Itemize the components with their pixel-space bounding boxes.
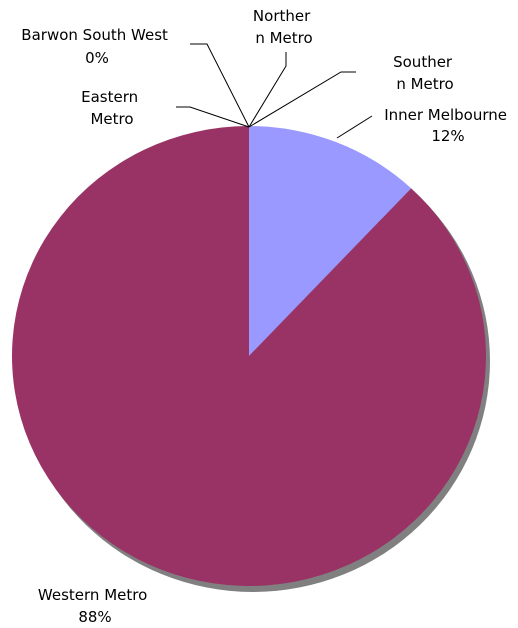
pie-slice-inner-melbourne bbox=[249, 126, 412, 356]
leader-line-eastern-metro bbox=[176, 106, 250, 128]
label-southern-metro-line-2: n Metro bbox=[396, 75, 453, 93]
pie-slice-western-metro bbox=[11, 126, 486, 586]
label-eastern-metro: Eastern Metro bbox=[81, 88, 143, 128]
label-northern-metro-line-2: n Metro bbox=[255, 29, 312, 47]
label-western-metro-line-2: 88% bbox=[78, 608, 111, 626]
label-inner-melbourne-line-2: 12% bbox=[431, 127, 464, 145]
pie-slices bbox=[11, 126, 486, 586]
label-southern-metro: Souther n Metro bbox=[393, 53, 457, 93]
label-barwon-south-west: Barwon South West 0% bbox=[21, 26, 172, 67]
label-eastern-metro-line-2: Metro bbox=[90, 110, 133, 128]
label-northern-metro-line-1: Norther bbox=[253, 7, 311, 25]
label-northern-metro: Norther n Metro bbox=[253, 7, 315, 47]
label-inner-melbourne-line-1: Inner Melbourne bbox=[384, 106, 507, 124]
label-western-metro-line-1: Western Metro bbox=[38, 586, 147, 604]
label-barwon-south-west-line-2: 0% bbox=[85, 49, 109, 67]
label-barwon-south-west-line-1: Barwon South West bbox=[21, 26, 168, 44]
label-inner-melbourne: Inner Melbourne 12% bbox=[384, 106, 512, 145]
leader-lines bbox=[176, 43, 373, 139]
leader-line-southern-metro bbox=[248, 71, 356, 128]
label-western-metro: Western Metro 88% bbox=[38, 586, 152, 626]
leader-line-barwon-south-west bbox=[190, 43, 250, 128]
leader-line-northern-metro bbox=[248, 52, 287, 128]
label-southern-metro-line-1: Souther bbox=[393, 53, 453, 71]
leader-line-inner-melbourne bbox=[336, 115, 373, 139]
label-eastern-metro-line-1: Eastern bbox=[81, 88, 138, 106]
slice-labels: Inner Melbourne 12% Western Metro 88% Ba… bbox=[21, 7, 512, 626]
